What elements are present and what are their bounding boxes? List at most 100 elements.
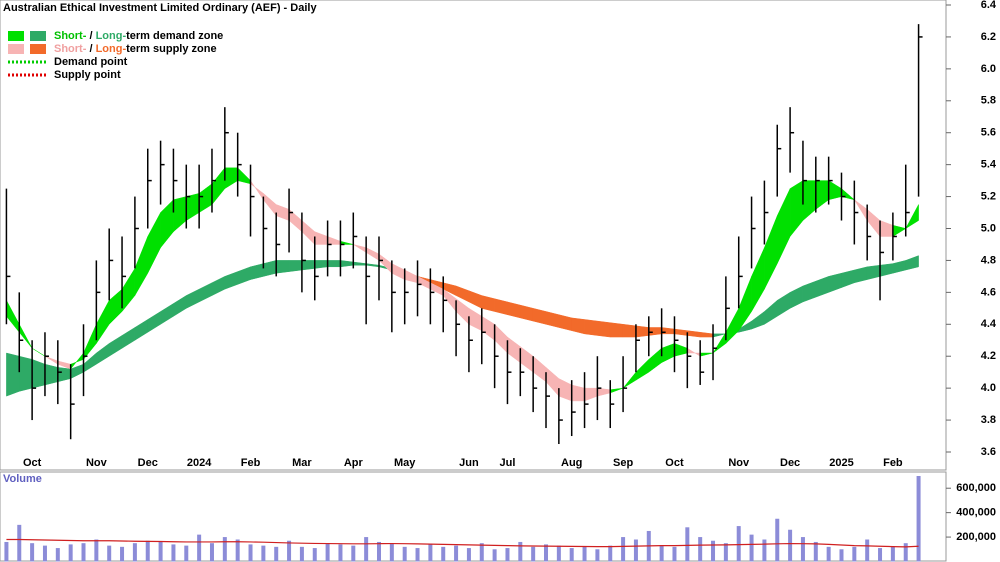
volume-bar <box>685 527 690 562</box>
volume-bar <box>852 546 857 562</box>
x-tick-label: Apr <box>344 457 364 469</box>
volume-bar <box>608 545 613 562</box>
volume-bar <box>184 545 189 562</box>
volume-bar <box>466 548 471 562</box>
volume-bar <box>171 544 176 562</box>
x-tick-label: Oct <box>665 457 684 469</box>
volume-bar <box>633 539 638 562</box>
volume-bar <box>544 544 549 562</box>
volume-bar <box>865 539 870 562</box>
volume-bar <box>81 543 86 562</box>
volume-bar <box>120 546 125 562</box>
zone-segment <box>648 327 662 336</box>
x-tick-label: Jul <box>500 457 516 469</box>
volume-bar <box>248 544 253 562</box>
legend-swatch <box>30 44 46 54</box>
zone-segment <box>584 319 598 336</box>
volume-bar <box>890 546 895 562</box>
chart-title: Australian Ethical Investment Limited Or… <box>3 2 317 14</box>
volume-bar <box>582 546 587 562</box>
volume-bar <box>145 540 150 562</box>
volume-bar <box>338 544 343 562</box>
volume-bar <box>299 546 304 562</box>
zone-segment <box>301 260 316 271</box>
y-tick-label: 6.2 <box>981 31 996 43</box>
volume-bar <box>209 543 214 562</box>
y-tick-label: 5.0 <box>981 222 996 234</box>
y-tick-label: 4.4 <box>981 318 997 330</box>
x-tick-label: Nov <box>728 457 750 469</box>
zone-segment <box>275 260 290 274</box>
zone-segment <box>6 352 20 397</box>
zone-segment <box>622 324 637 338</box>
y-tick-label: 4.2 <box>981 350 996 362</box>
volume-bar <box>878 548 883 562</box>
x-tick-label: Dec <box>138 457 158 469</box>
zone-segment <box>31 359 46 389</box>
volume-bar <box>788 529 793 562</box>
volume-bar <box>736 526 741 562</box>
volume-bar <box>698 537 703 562</box>
volume-bar <box>531 546 536 562</box>
y-tick-label: 4.8 <box>981 254 996 266</box>
y-tick-label: 6.4 <box>981 0 997 11</box>
volume-bar <box>68 544 73 562</box>
volume-bar <box>711 540 716 562</box>
volume-bar <box>800 537 805 562</box>
volume-bar <box>222 537 227 562</box>
x-tick-label: Mar <box>292 457 312 469</box>
legend-label: Supply point <box>54 69 121 81</box>
volume-label: Volume <box>3 473 42 485</box>
legend-text: Short- <box>54 30 87 42</box>
volume-bar <box>4 541 9 562</box>
volume-bar <box>672 546 677 562</box>
legend-swatch <box>8 31 24 41</box>
volume-bar <box>235 539 240 562</box>
volume-bar <box>197 534 202 562</box>
volume-bar <box>916 476 921 562</box>
volume-bar <box>42 545 47 562</box>
zone-segment <box>905 204 919 230</box>
legend-text: term demand zone <box>126 30 223 42</box>
y-tick-label: 5.2 <box>981 190 996 202</box>
x-tick-label: Dec <box>780 457 800 469</box>
y-tick-label: 3.6 <box>981 446 996 458</box>
volume-bar <box>569 548 574 562</box>
volume-bar <box>826 546 831 562</box>
y-tick-label: 600,000 <box>956 482 996 494</box>
volume-bar <box>839 549 844 562</box>
legend-swatch <box>30 31 46 41</box>
volume-bar <box>749 534 754 562</box>
x-tick-label: Sep <box>613 457 633 469</box>
y-tick-label: 5.6 <box>981 127 996 139</box>
volume-bar <box>492 549 497 562</box>
zone-segment <box>609 322 624 338</box>
volume-bar <box>479 543 484 562</box>
x-tick-label: Jun <box>459 457 479 469</box>
x-tick-label: Feb <box>241 457 261 469</box>
volume-bar <box>389 543 394 562</box>
volume-bar <box>518 541 523 562</box>
price-panel <box>0 0 947 471</box>
volume-bar <box>325 543 330 562</box>
x-tick-label: Aug <box>561 457 582 469</box>
volume-bar <box>107 545 112 562</box>
volume-bar <box>158 541 163 562</box>
volume-bar <box>659 545 664 562</box>
zone-segment <box>288 260 303 272</box>
volume-bar <box>17 524 22 562</box>
volume-bar <box>454 545 459 562</box>
legend-text: term supply zone <box>126 43 216 55</box>
x-tick-label: Oct <box>23 457 42 469</box>
zone-segment <box>905 255 919 271</box>
legend-text: Long- <box>96 30 127 42</box>
volume-bar <box>312 548 317 562</box>
y-tick-label: 5.4 <box>981 159 997 171</box>
volume-bar <box>505 548 510 562</box>
y-tick-label: 4.0 <box>981 382 996 394</box>
legend-label: Demand point <box>54 56 128 68</box>
volume-bar <box>813 541 818 562</box>
volume-bar <box>723 543 728 562</box>
legend-label: Short- / Long-term supply zone <box>54 43 217 55</box>
zone-segment <box>327 260 341 268</box>
